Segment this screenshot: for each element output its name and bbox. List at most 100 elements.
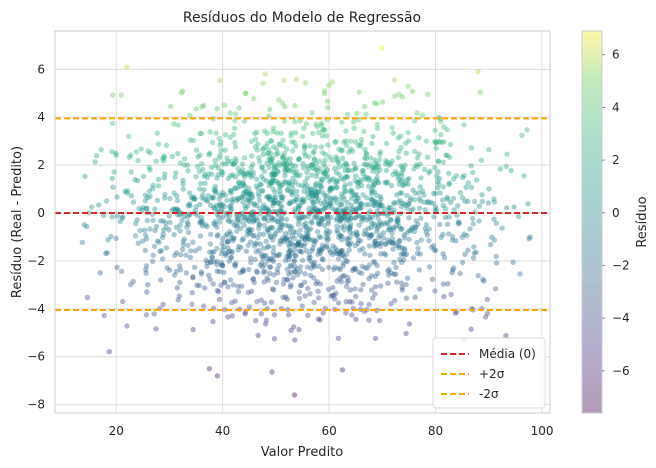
data-point <box>459 194 466 201</box>
data-point <box>417 251 423 257</box>
data-point <box>186 201 193 207</box>
data-point <box>341 215 348 221</box>
data-point <box>320 257 326 263</box>
data-point <box>272 231 278 237</box>
data-point <box>352 265 358 271</box>
data-point <box>293 76 300 83</box>
data-point <box>140 204 146 211</box>
data-point <box>228 203 234 209</box>
data-point <box>298 197 304 203</box>
data-point <box>142 198 148 204</box>
data-point <box>431 214 437 220</box>
data-point <box>335 300 342 306</box>
data-point <box>232 298 238 304</box>
data-point <box>284 146 290 152</box>
data-point <box>312 166 318 172</box>
data-point <box>334 184 340 191</box>
data-point <box>222 279 228 285</box>
data-point <box>342 213 349 219</box>
data-point <box>309 172 315 178</box>
data-point <box>292 247 298 253</box>
data-point <box>215 165 221 171</box>
data-point <box>109 120 116 127</box>
data-point <box>491 199 498 205</box>
data-point <box>214 268 220 274</box>
data-point <box>140 173 147 180</box>
data-point <box>285 312 292 318</box>
data-point <box>346 278 352 284</box>
data-point <box>226 218 232 224</box>
colorbar-tick-label: −2 <box>612 258 630 272</box>
data-point <box>343 138 349 144</box>
data-point <box>267 264 274 270</box>
data-point <box>434 185 441 191</box>
data-point <box>396 91 402 98</box>
data-point <box>404 177 411 183</box>
data-point <box>349 267 356 273</box>
data-point <box>298 248 304 254</box>
data-point <box>448 291 454 298</box>
data-point <box>268 138 274 144</box>
data-point <box>344 274 351 280</box>
data-point <box>257 241 264 247</box>
data-point <box>245 203 251 209</box>
data-point <box>209 171 215 177</box>
data-point <box>218 282 224 288</box>
data-point <box>270 174 276 181</box>
data-point <box>178 90 184 96</box>
data-point <box>275 200 281 206</box>
data-point <box>285 166 291 172</box>
data-point <box>183 252 189 258</box>
data-point <box>435 158 442 164</box>
data-point <box>394 218 400 224</box>
data-point <box>268 299 275 305</box>
data-point <box>160 301 166 308</box>
data-point <box>244 214 251 220</box>
data-point <box>237 219 243 225</box>
data-point <box>402 252 408 258</box>
data-point <box>461 231 467 237</box>
data-point <box>437 115 443 122</box>
data-point <box>297 203 303 209</box>
data-point <box>348 187 354 193</box>
data-point <box>88 204 95 210</box>
data-point <box>268 181 274 187</box>
data-point <box>399 173 405 179</box>
data-point <box>265 244 271 250</box>
data-point <box>183 270 190 276</box>
data-point <box>254 215 260 221</box>
y-axis-label: Resíduo (Real - Predito) <box>10 146 25 298</box>
data-point <box>362 146 368 153</box>
data-point <box>316 248 322 254</box>
data-point <box>299 183 305 189</box>
data-point <box>357 143 363 149</box>
data-point <box>402 247 408 253</box>
data-point <box>266 225 273 231</box>
data-point <box>232 144 239 150</box>
data-point <box>521 173 527 179</box>
data-point <box>294 173 301 179</box>
data-point <box>285 187 291 194</box>
x-tick-label: 100 <box>531 424 554 438</box>
data-point <box>360 281 366 288</box>
data-point <box>412 190 419 196</box>
data-point <box>401 257 407 263</box>
data-point <box>210 318 216 325</box>
data-point <box>457 190 463 196</box>
data-point <box>440 184 446 190</box>
data-point <box>147 167 153 173</box>
data-point <box>315 221 321 227</box>
data-point <box>398 226 404 233</box>
colorbar-gradient <box>581 30 603 414</box>
data-point <box>291 139 298 145</box>
data-point <box>398 133 404 139</box>
data-point <box>336 164 342 170</box>
data-point <box>325 220 331 227</box>
data-point <box>322 193 328 199</box>
data-point <box>184 219 191 225</box>
data-point <box>395 199 401 206</box>
data-point <box>97 270 104 276</box>
legend: Média (0)+2σ-2σ <box>432 337 546 409</box>
data-point <box>372 165 378 171</box>
data-point <box>378 240 384 246</box>
